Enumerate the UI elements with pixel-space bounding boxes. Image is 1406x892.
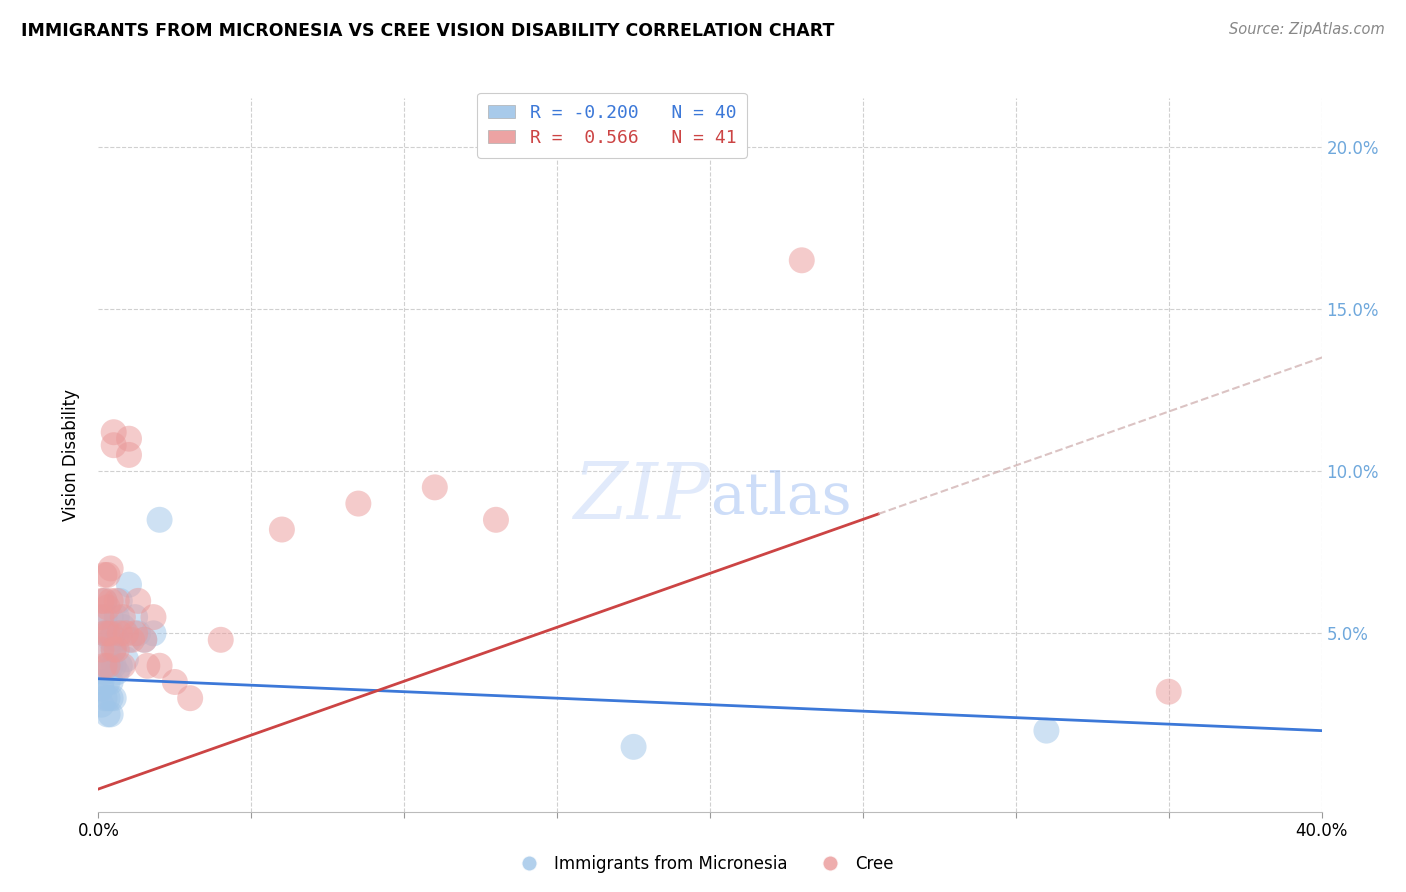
Text: atlas: atlas <box>710 470 852 525</box>
Point <box>97 600 120 615</box>
Point <box>105 632 128 647</box>
Point <box>100 594 122 608</box>
Point <box>118 448 141 462</box>
Point <box>105 665 128 680</box>
Point <box>127 594 149 608</box>
Point <box>103 691 125 706</box>
Point <box>121 632 143 647</box>
Text: Source: ZipAtlas.com: Source: ZipAtlas.com <box>1229 22 1385 37</box>
Point <box>93 626 115 640</box>
Point <box>423 480 446 494</box>
Point <box>93 594 115 608</box>
Point <box>115 652 138 666</box>
Point <box>108 658 131 673</box>
Point <box>90 675 112 690</box>
Point <box>93 665 115 680</box>
Point <box>118 577 141 591</box>
Point <box>270 523 292 537</box>
Point <box>97 568 120 582</box>
Point <box>1035 723 1057 738</box>
Point <box>209 632 232 647</box>
Point <box>93 626 115 640</box>
Point <box>790 253 813 268</box>
Point <box>149 513 172 527</box>
Point <box>100 691 122 706</box>
Point <box>90 698 112 712</box>
Point <box>103 626 125 640</box>
Point <box>124 626 146 640</box>
Point <box>103 438 125 452</box>
Point <box>108 594 131 608</box>
Point <box>103 642 125 657</box>
Point <box>93 594 115 608</box>
Point <box>93 568 115 582</box>
Point <box>111 610 134 624</box>
Point <box>105 594 128 608</box>
Point <box>93 691 115 706</box>
Point <box>97 707 120 722</box>
Legend: Immigrants from Micronesia, Cree: Immigrants from Micronesia, Cree <box>506 848 900 880</box>
Text: IMMIGRANTS FROM MICRONESIA VS CREE VISION DISABILITY CORRELATION CHART: IMMIGRANTS FROM MICRONESIA VS CREE VISIO… <box>21 22 835 40</box>
Point <box>100 610 122 624</box>
Point <box>97 626 120 640</box>
Point <box>623 739 645 754</box>
Point <box>105 610 128 624</box>
Point <box>115 626 138 640</box>
Legend: R = -0.200   N = 40, R =  0.566   N = 41: R = -0.200 N = 40, R = 0.566 N = 41 <box>477 93 747 158</box>
Point <box>118 632 141 647</box>
Point <box>90 594 112 608</box>
Point <box>108 626 131 640</box>
Point <box>149 658 172 673</box>
Point <box>97 658 120 673</box>
Point <box>100 658 122 673</box>
Y-axis label: Vision Disability: Vision Disability <box>62 389 80 521</box>
Point <box>111 620 134 634</box>
Point <box>90 642 112 657</box>
Point <box>93 610 115 624</box>
Point <box>105 642 128 657</box>
Point <box>118 432 141 446</box>
Text: ZIP: ZIP <box>572 459 710 536</box>
Point <box>136 658 159 673</box>
Point <box>103 425 125 440</box>
Point <box>100 675 122 690</box>
Point <box>1157 684 1180 698</box>
Point <box>179 691 201 706</box>
Point <box>100 561 122 575</box>
Point <box>111 658 134 673</box>
Point <box>97 691 120 706</box>
Point <box>103 658 125 673</box>
Point <box>163 675 186 690</box>
Point <box>97 626 120 640</box>
Point <box>127 626 149 640</box>
Point <box>485 513 508 527</box>
Point <box>142 626 165 640</box>
Point <box>90 610 112 624</box>
Point <box>97 658 120 673</box>
Point <box>100 632 122 647</box>
Point <box>103 642 125 657</box>
Point <box>134 632 156 647</box>
Point <box>347 497 370 511</box>
Point <box>134 632 156 647</box>
Point <box>100 626 122 640</box>
Point <box>97 675 120 690</box>
Point <box>100 707 122 722</box>
Point <box>90 681 112 696</box>
Point <box>124 610 146 624</box>
Point <box>97 642 120 657</box>
Point <box>142 610 165 624</box>
Point <box>93 658 115 673</box>
